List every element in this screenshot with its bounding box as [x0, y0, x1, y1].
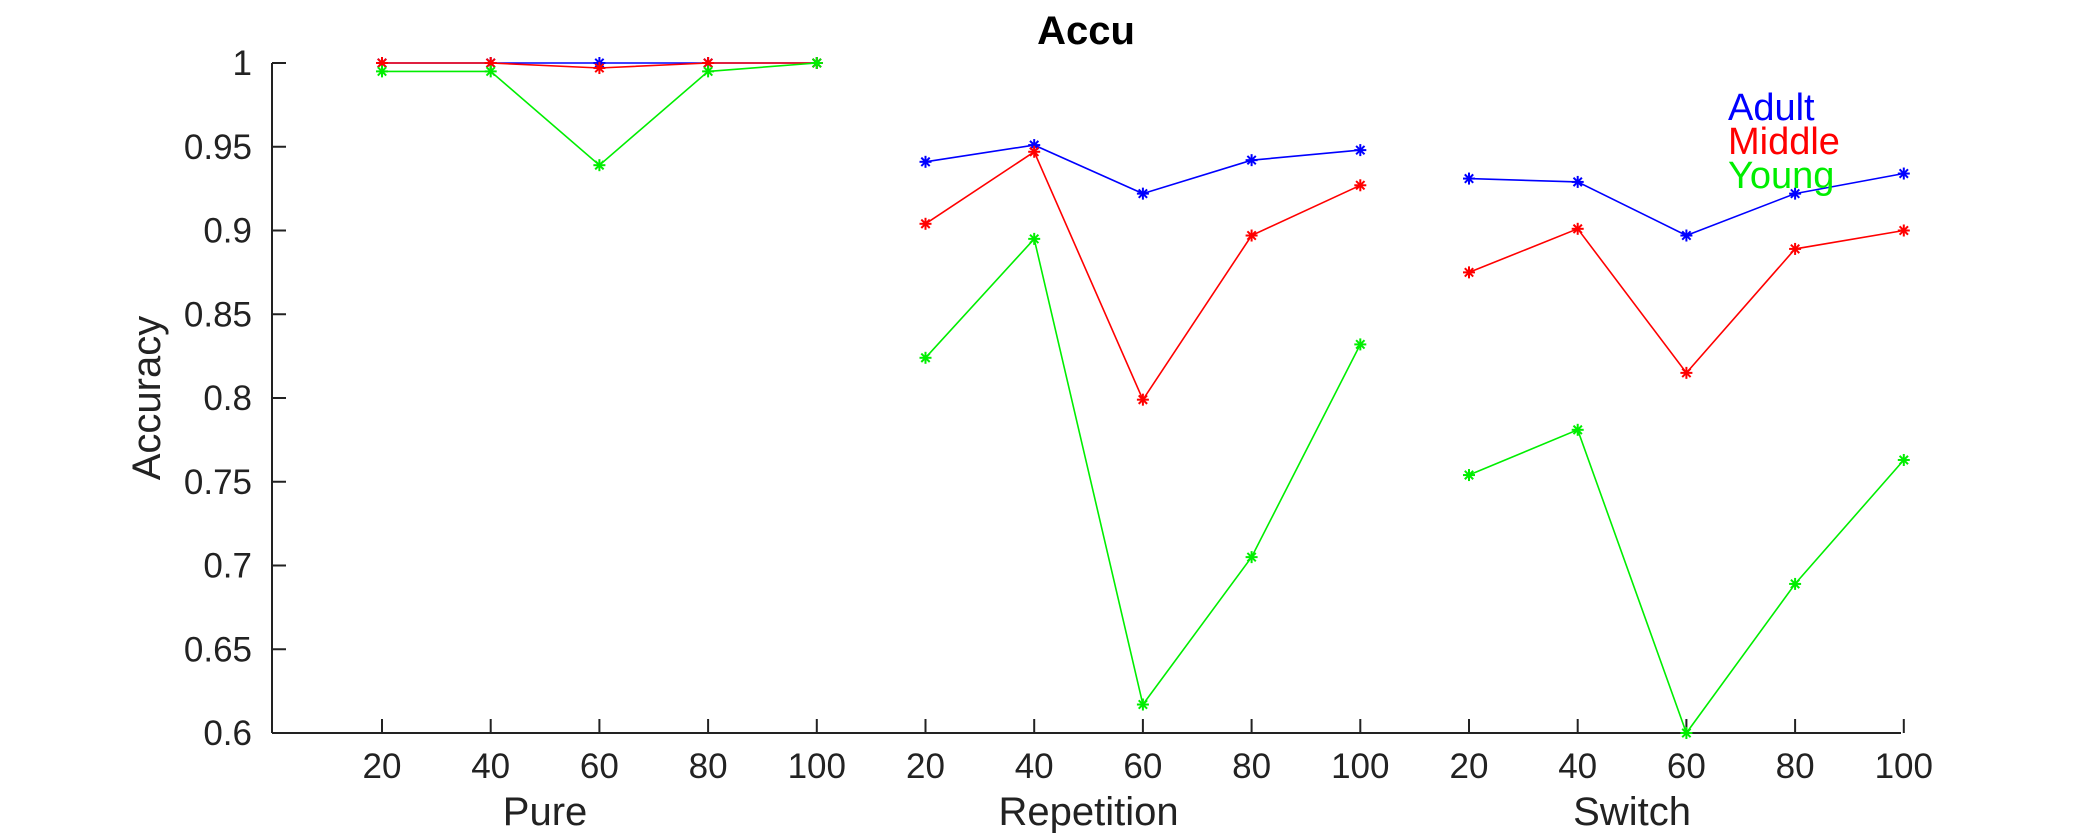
- data-point: [1463, 172, 1475, 185]
- data-point: [702, 57, 715, 69]
- x-tick-label: 40: [471, 747, 510, 786]
- x-tick-label: 60: [580, 747, 619, 786]
- series-young: [376, 57, 1910, 739]
- data-point: [1789, 187, 1802, 200]
- data-point: [593, 159, 606, 172]
- data-point: [1680, 727, 1693, 739]
- y-tick-label: 0.8: [203, 379, 252, 418]
- y-tick-label: 0.7: [203, 547, 252, 586]
- y-tick-label: 0.6: [203, 714, 252, 753]
- data-point: [919, 155, 932, 168]
- x-tick-label: 20: [1450, 747, 1489, 786]
- series-line: [924, 237, 1362, 707]
- x-tick-label: 80: [689, 747, 728, 786]
- data-point: [919, 217, 932, 230]
- data-point: [919, 351, 932, 364]
- x-tick-label: 100: [1331, 747, 1389, 786]
- x-tick-label: 40: [1558, 747, 1597, 786]
- data-point: [1897, 167, 1910, 180]
- data-point: [484, 57, 497, 69]
- group-label: Switch: [1573, 790, 1691, 833]
- data-point: [702, 65, 715, 78]
- y-tick-label: 0.95: [184, 128, 252, 167]
- group-labels: Pure Repetition Switch: [503, 790, 1691, 833]
- series-middle: [376, 57, 1910, 406]
- data-point: [1897, 453, 1910, 466]
- group-label: Repetition: [998, 790, 1178, 833]
- data-point: [1136, 393, 1149, 406]
- series-line: [1468, 227, 1904, 375]
- y-tick-label: 1: [233, 44, 252, 83]
- series-line: [925, 144, 1361, 195]
- data-point: [1463, 266, 1475, 279]
- series-line: [382, 62, 817, 167]
- data-point: [1680, 229, 1693, 242]
- data-point: [1789, 242, 1802, 255]
- y-tick-label: 0.75: [184, 463, 252, 502]
- data-point: [1136, 698, 1149, 711]
- x-tick-label: 60: [1123, 747, 1162, 786]
- series-adult: [376, 57, 1910, 242]
- data-point: [1354, 179, 1367, 192]
- group-label: Pure: [503, 790, 588, 833]
- data-point: [1789, 577, 1802, 590]
- data-point: [1571, 423, 1584, 436]
- x-tick-label: 20: [363, 747, 402, 786]
- series-line: [1468, 172, 1904, 237]
- data-point: [1354, 338, 1367, 351]
- data-point: [484, 65, 497, 78]
- x-tick-label: 80: [1232, 747, 1271, 786]
- data-point: [1571, 222, 1584, 235]
- series-line: [1468, 428, 1905, 735]
- legend-entry-adult: Adult: [1728, 87, 1815, 129]
- x-tick-label: 20: [906, 747, 945, 786]
- y-tick-label: 0.85: [184, 295, 252, 334]
- x-tick-label: 100: [1875, 747, 1933, 786]
- data-point: [810, 57, 823, 69]
- data-point: [1463, 469, 1475, 482]
- chart-title: Accu: [1037, 9, 1135, 53]
- data-point: [1245, 551, 1258, 564]
- legend-entry-young: Young: [1728, 155, 1834, 197]
- data-point: [1680, 366, 1693, 379]
- data-point: [1245, 154, 1258, 167]
- data-point: [593, 62, 606, 75]
- y-tick-label: 0.65: [184, 630, 252, 669]
- x-tick-label: 100: [788, 747, 846, 786]
- data-point: [1245, 229, 1258, 242]
- data-point: [1028, 232, 1041, 245]
- plot-series: [376, 57, 1910, 739]
- x-ticks: 20 40 60 80 100 20 40 60 80 100 20 40 60 80 100: [363, 719, 1933, 786]
- data-point: [376, 65, 388, 78]
- x-tick-label: 80: [1776, 747, 1815, 786]
- legend-entry-middle: Middle: [1728, 121, 1840, 163]
- x-tick-label: 40: [1015, 747, 1054, 786]
- data-point: [1571, 175, 1584, 188]
- data-point: [1897, 224, 1910, 237]
- data-point: [1028, 145, 1041, 158]
- y-ticks: 0.6 0.65 0.7 0.75 0.8 0.85 0.9 0.95 1: [184, 44, 286, 753]
- data-point: [1354, 144, 1367, 157]
- y-tick-label: 0.9: [203, 212, 252, 251]
- x-tick-label: 60: [1667, 747, 1706, 786]
- data-point: [1136, 187, 1149, 200]
- y-axis-title: Accuracy: [125, 316, 169, 481]
